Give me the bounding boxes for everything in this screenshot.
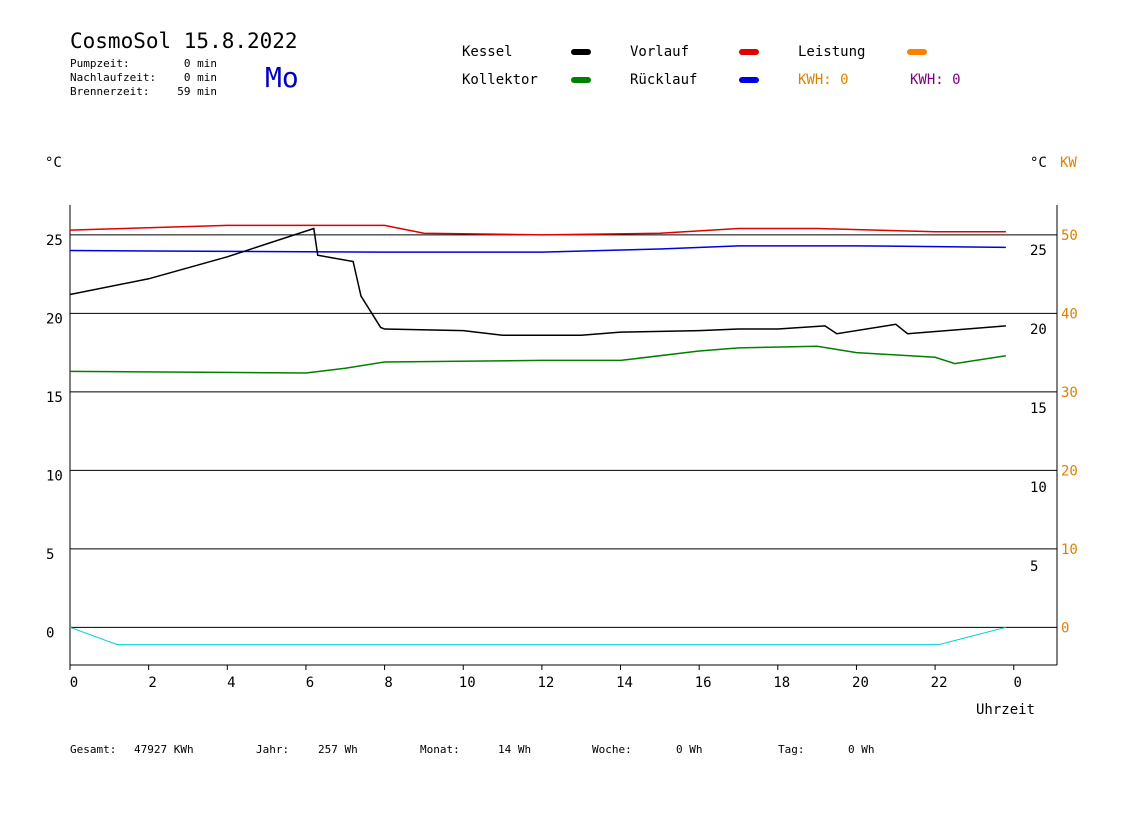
legend-label: Kollektor xyxy=(462,72,538,88)
x-tick-label: 10 xyxy=(459,675,476,691)
y2-tick-label: 20 xyxy=(1061,463,1078,479)
stat-value: 0 min xyxy=(184,57,217,70)
y3-tick-label: 10 xyxy=(1030,480,1047,496)
stat-label: Nachlaufzeit: xyxy=(70,71,156,84)
series-line xyxy=(69,227,1006,337)
y-tick-label: 20 xyxy=(46,311,63,327)
x-tick-label: 14 xyxy=(616,675,633,691)
footer-value: 0 Wh xyxy=(676,743,703,756)
series-line xyxy=(69,245,1006,253)
day: Mo xyxy=(265,61,299,94)
y3-tick-label: 5 xyxy=(1030,559,1038,575)
x-tick-label: 20 xyxy=(852,675,869,691)
y2-tick-label: 30 xyxy=(1061,385,1078,401)
footer-label: Jahr: xyxy=(256,743,289,756)
footer-label: Tag: xyxy=(778,743,805,756)
y2-tick-label: 10 xyxy=(1061,542,1078,558)
series-line xyxy=(69,224,1006,236)
footer-value: 0 Wh xyxy=(848,743,875,756)
x-tick-label: 6 xyxy=(306,675,314,691)
kwh: KWH: 0 xyxy=(798,72,849,88)
y-label: °C xyxy=(45,155,62,171)
x-tick-label: 2 xyxy=(148,675,156,691)
series-line xyxy=(69,345,1006,374)
legend-label: Kessel xyxy=(462,44,513,60)
x-tick-label: 4 xyxy=(227,675,235,691)
title: CosmoSol 15.8.2022 xyxy=(70,29,298,53)
x-tick-label: 12 xyxy=(537,675,554,691)
y3-tick-label: 15 xyxy=(1030,401,1047,417)
kwh: KWH: 0 xyxy=(910,72,961,88)
stat-label: Pumpzeit: xyxy=(70,57,130,70)
series-line xyxy=(69,626,1007,646)
x-tick-label: 22 xyxy=(931,675,948,691)
footer-value: 257 Wh xyxy=(318,743,358,756)
x-tick-label: 18 xyxy=(773,675,790,691)
y2-tick-label: 40 xyxy=(1061,306,1078,322)
y-tick-label: 10 xyxy=(46,468,63,484)
legend-label: Rücklauf xyxy=(630,72,697,88)
x-tick-label: 0 xyxy=(1014,675,1022,691)
x-tick-label: 8 xyxy=(384,675,392,691)
footer-label: Monat: xyxy=(420,743,460,756)
y-tick-label: 15 xyxy=(46,390,63,406)
y-tick-label: 25 xyxy=(46,233,63,249)
footer-label: Woche: xyxy=(592,743,632,756)
footer-value: 47927 KWh xyxy=(134,743,194,756)
y-tick-label: 5 xyxy=(46,547,54,563)
x-label: Uhrzeit xyxy=(976,702,1035,718)
footer-value: 14 Wh xyxy=(498,743,531,756)
y-tick-label: 0 xyxy=(46,625,54,641)
y3-tick-label: 25 xyxy=(1030,243,1047,259)
y2-label: KW xyxy=(1060,155,1077,171)
y3-tick-label: 20 xyxy=(1030,322,1047,338)
legend-label: Vorlauf xyxy=(630,44,689,60)
y3-label: °C xyxy=(1030,155,1047,171)
legend-label: Leistung xyxy=(798,44,865,60)
y2-tick-label: 0 xyxy=(1061,620,1069,636)
x-tick-label: 0 xyxy=(70,675,78,691)
stat-label: Brennerzeit: xyxy=(70,85,149,98)
stat-value: 0 min xyxy=(184,71,217,84)
y2-tick-label: 50 xyxy=(1061,228,1078,244)
stat-value: 59 min xyxy=(177,85,217,98)
x-tick-label: 16 xyxy=(695,675,712,691)
footer-label: Gesamt: xyxy=(70,743,116,756)
